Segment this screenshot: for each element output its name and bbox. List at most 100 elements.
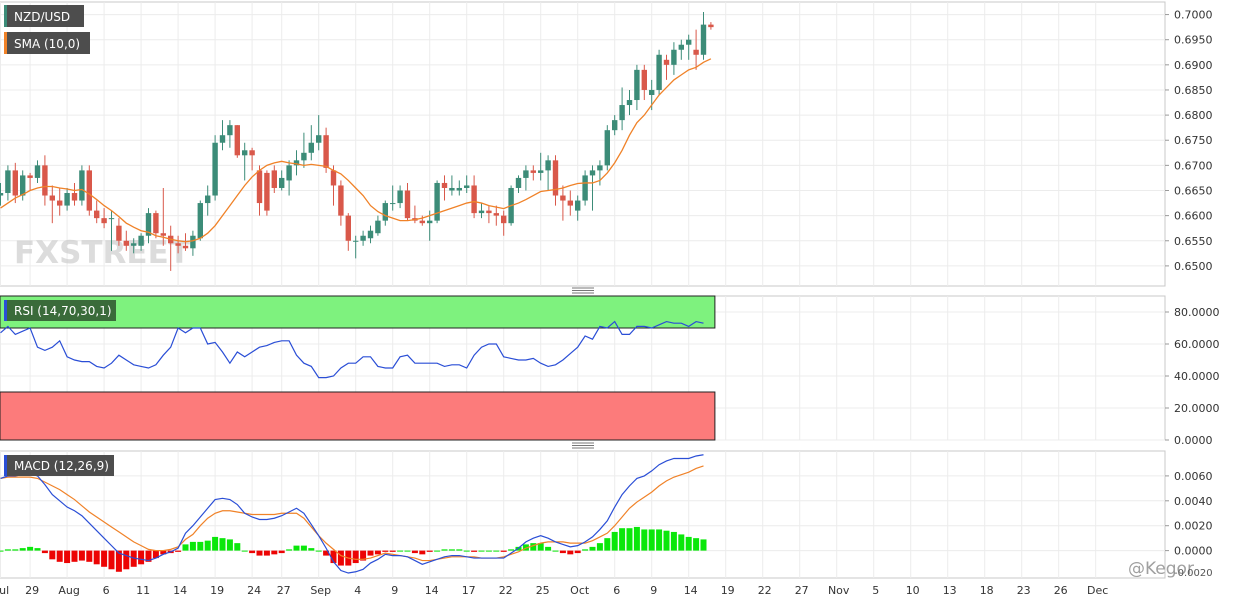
rsi-line [0, 320, 704, 379]
macd-panel-frame [0, 450, 1166, 579]
candle-body [153, 213, 159, 234]
price-y-tick-label: 0.7000 [1174, 9, 1213, 22]
candle-body [604, 130, 610, 166]
macd-histogram-bar [493, 550, 500, 552]
macd-histogram-bar [308, 548, 315, 551]
candle-body [404, 190, 411, 219]
macd-histogram-bar [226, 539, 233, 551]
macd-histogram-bar [34, 548, 41, 551]
candle-body [382, 203, 388, 221]
macd-histogram-bar [323, 550, 330, 556]
macd-histogram-bar [241, 550, 248, 552]
macd-histogram-bar [434, 550, 441, 552]
macd-histogram-bar [315, 550, 322, 552]
macd-y-tick-label: 0.0040 [1174, 495, 1213, 508]
macd-histogram-bar [419, 550, 426, 555]
signature: @Kegor [1128, 559, 1194, 579]
price-y-tick-label: 0.6900 [1174, 59, 1213, 72]
candle-body [471, 185, 477, 214]
macd-line [0, 454, 704, 574]
candle-body [301, 152, 307, 161]
x-tick-label: Sep [310, 584, 331, 597]
price-panel-resize-handle[interactable] [572, 287, 594, 294]
macd-histogram-bar [382, 550, 389, 552]
rsi-label-box [4, 300, 116, 321]
price-y-tick-label: 0.6600 [1174, 210, 1213, 223]
candle-body [626, 100, 633, 106]
x-tick-label: 25 [536, 584, 550, 597]
macd-histogram-bar [389, 550, 396, 552]
candle-body [360, 235, 366, 241]
macd-histogram-bar [404, 550, 411, 552]
candle-body [427, 220, 433, 224]
macd-histogram-bar [189, 541, 196, 551]
macd-histogram-bar [604, 538, 611, 551]
macd-histogram-bar [426, 550, 433, 552]
candle-body [367, 230, 374, 239]
macd-histogram-bar [115, 550, 122, 572]
candle-body [530, 170, 536, 173]
candle-body [316, 135, 322, 143]
axes-layer: Jul 29 Aug 6 11 14 19 24 27 Sep 4 9 14 17 22 25 Oct 6 9 14 1… [0, 9, 1220, 597]
candle-body [108, 218, 115, 220]
candle-body [434, 182, 440, 221]
candle-body [101, 218, 107, 224]
x-tick-label: 9 [391, 584, 398, 597]
candle-body [441, 182, 448, 188]
x-tick-label: 29 [25, 584, 39, 597]
candle-body [330, 170, 337, 186]
x-tick-label: 13 [943, 584, 957, 597]
x-tick-label: 17 [462, 584, 476, 597]
candle-body [249, 150, 255, 156]
rsi-zones-layer [0, 295, 716, 441]
candle-body [612, 120, 618, 131]
candle-body [138, 235, 144, 246]
watermark-layer: FXSTREET [14, 235, 190, 271]
x-tick-label: 23 [1017, 584, 1031, 597]
candle-body [345, 215, 351, 241]
x-tick-label: 10 [906, 584, 920, 597]
macd-histogram-bar [93, 550, 100, 565]
rsi-y-tick-label: 0.0000 [1174, 434, 1213, 447]
macd-histogram-bar [641, 529, 648, 551]
x-tick-label: Jul [0, 584, 9, 597]
macd-histogram-bar [271, 550, 278, 555]
sma-label-accent [4, 32, 7, 54]
macd-histogram-bar [574, 550, 581, 554]
macd-histogram-bar [500, 550, 507, 552]
candle-body [323, 135, 329, 168]
candle-body [678, 44, 684, 50]
candle-body [286, 165, 292, 181]
candle-body [671, 49, 677, 65]
macd-histogram-bar [337, 550, 344, 566]
sma-line [0, 58, 712, 243]
candle-body [131, 243, 137, 246]
macd-histogram-bar [175, 550, 182, 552]
candle-body [693, 49, 699, 55]
macd-histogram-bar [330, 550, 337, 564]
macd-histogram-bar [537, 543, 544, 551]
candle-body [464, 185, 470, 188]
candle-body [390, 203, 396, 205]
price-y-tick-label: 0.6550 [1174, 235, 1213, 248]
macd-histogram-bar [352, 550, 359, 564]
macd-histogram-bar [41, 550, 48, 554]
macd-histogram-bar [12, 549, 19, 551]
candle-body [493, 213, 499, 216]
sma-label: SMA (10,0) [14, 37, 80, 51]
symbol-label: NZD/USD [14, 10, 70, 24]
macd-histogram-bar [101, 550, 108, 567]
candle-body [708, 24, 714, 28]
candle-body [538, 170, 544, 173]
macd-histogram-bar [463, 550, 470, 552]
candle-body [649, 89, 655, 95]
rsi-panel-resize-handle[interactable] [572, 442, 594, 449]
candle-body [197, 203, 203, 239]
price-y-tick-label: 0.6700 [1174, 159, 1213, 172]
x-tick-label: 26 [1054, 584, 1068, 597]
macd-histogram-bar [374, 550, 381, 555]
rsi-label: RSI (14,70,30,1) [14, 304, 112, 318]
macd-histogram-bar [64, 550, 71, 564]
macd-histogram-bar [441, 549, 448, 551]
